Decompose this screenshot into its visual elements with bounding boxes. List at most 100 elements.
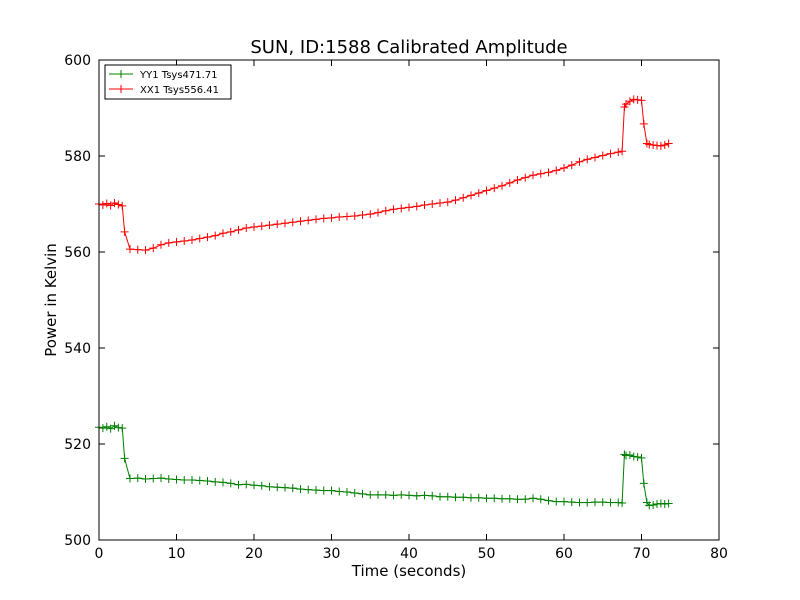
data-point xyxy=(219,229,227,238)
chart-title: SUN, ID:1588 Calibrated Amplitude xyxy=(250,37,567,58)
data-point xyxy=(164,238,173,247)
data-point xyxy=(389,205,398,214)
data-point xyxy=(250,223,258,232)
data-point xyxy=(242,480,251,489)
data-point xyxy=(343,212,351,221)
data-point xyxy=(120,227,129,236)
data-point xyxy=(149,244,158,253)
data-point xyxy=(195,234,204,243)
data-point xyxy=(490,184,499,193)
y-tick-label: 600 xyxy=(64,53,91,69)
legend: YY1 Tsys471.71 XX1 Tsys556.41 xyxy=(104,64,232,100)
data-point xyxy=(598,498,607,507)
data-point xyxy=(164,475,173,484)
data-point xyxy=(319,486,328,495)
data-point xyxy=(250,481,258,490)
data-point xyxy=(618,499,627,508)
data-point xyxy=(172,237,181,246)
data-point xyxy=(350,212,359,220)
x-tick-label: 50 xyxy=(478,546,496,562)
data-point xyxy=(482,494,491,503)
data-point xyxy=(358,489,367,498)
data-point xyxy=(350,488,359,497)
data-point xyxy=(203,476,212,485)
data-point xyxy=(552,497,561,506)
x-tick-label: 60 xyxy=(555,546,573,562)
data-point xyxy=(288,218,297,227)
data-point xyxy=(273,220,282,229)
data-point xyxy=(436,199,444,208)
data-point xyxy=(133,474,142,483)
data-point xyxy=(366,490,375,499)
data-point xyxy=(234,225,243,234)
data-point xyxy=(639,479,648,488)
data-point xyxy=(141,246,150,255)
data-point xyxy=(490,494,499,503)
data-point xyxy=(459,193,468,202)
y-tick-label: 520 xyxy=(64,437,91,453)
x-tick-label: 0 xyxy=(95,546,104,562)
data-point xyxy=(281,219,289,228)
data-point xyxy=(606,149,615,158)
data-point xyxy=(257,222,266,231)
data-point xyxy=(126,245,134,254)
data-point xyxy=(389,491,398,500)
data-point xyxy=(575,498,584,507)
data-point xyxy=(656,141,665,150)
data-point xyxy=(327,486,336,495)
data-point xyxy=(381,490,390,499)
data-point xyxy=(133,245,142,254)
data-point xyxy=(304,485,313,494)
data-point xyxy=(583,498,592,507)
data-point xyxy=(633,452,642,461)
data-point xyxy=(242,224,251,232)
data-point xyxy=(637,453,646,462)
data-point xyxy=(420,200,429,209)
legend-entries: YY1 Tsys471.71 XX1 Tsys556.41 xyxy=(109,70,219,96)
y-axis-label: Power in Kelvin xyxy=(42,243,60,357)
x-tick-label: 20 xyxy=(245,546,263,562)
data-point xyxy=(664,499,673,508)
data-point xyxy=(412,202,421,211)
data-point xyxy=(567,498,576,507)
data-point xyxy=(660,140,669,149)
data-point xyxy=(327,213,336,222)
data-point xyxy=(405,491,413,500)
data-point xyxy=(474,188,483,197)
data-point xyxy=(459,493,468,502)
data-point xyxy=(552,166,561,175)
data-point xyxy=(536,495,545,504)
data-point xyxy=(529,171,537,180)
data-point xyxy=(639,119,648,128)
data-point xyxy=(358,211,367,220)
data-point xyxy=(521,495,530,504)
data-point xyxy=(226,479,235,488)
y-tick-label: 560 xyxy=(64,245,91,261)
ticks-layer: 0 10 20 30 40 50 60 70 80 500 520 540 560 580 600 xyxy=(64,53,728,562)
data-point xyxy=(281,483,289,492)
data-point xyxy=(505,494,514,503)
plot-frame xyxy=(98,59,720,541)
data-point xyxy=(98,200,107,209)
y-tick-label: 580 xyxy=(64,149,91,165)
data-point xyxy=(157,474,165,483)
data-point xyxy=(513,495,522,504)
data-point xyxy=(436,492,444,501)
data-point xyxy=(397,490,406,499)
data-point xyxy=(583,155,592,164)
legend-label: YY1 Tsys471.71 xyxy=(139,70,218,81)
data-point xyxy=(474,493,483,502)
data-point xyxy=(428,491,437,500)
x-tick-label: 10 xyxy=(168,546,186,562)
data-point xyxy=(366,210,375,219)
data-point xyxy=(118,201,127,210)
x-axis-label: Time (seconds) xyxy=(351,562,467,580)
data-point xyxy=(536,169,545,178)
legend-swatch-marker xyxy=(117,85,125,93)
data-point xyxy=(304,216,313,225)
data-point xyxy=(188,476,196,484)
data-point xyxy=(120,454,129,463)
data-point xyxy=(467,493,475,502)
data-point xyxy=(102,199,111,208)
